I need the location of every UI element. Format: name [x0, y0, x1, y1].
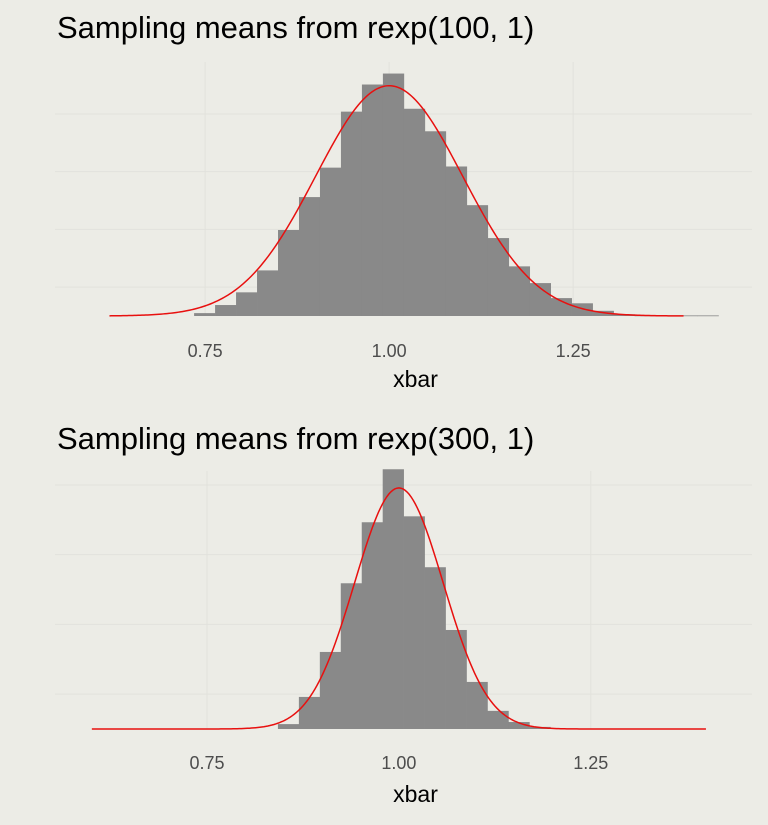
bar	[194, 313, 216, 316]
bar	[445, 629, 467, 729]
bar	[298, 197, 321, 316]
density-curve	[109, 84, 684, 317]
bar	[445, 166, 468, 316]
bar	[361, 84, 384, 316]
density-curve	[91, 487, 706, 730]
chart-title: Sampling means from rexp(100, 1)	[57, 10, 534, 45]
bar	[403, 516, 425, 729]
bar	[697, 315, 719, 317]
x-axis-label: xbar	[393, 781, 438, 807]
bar	[298, 696, 321, 729]
bar	[257, 270, 279, 316]
bar	[508, 266, 531, 316]
bar	[487, 710, 509, 729]
x-axis-label: xbar	[393, 366, 438, 392]
x-tick-label: 1.25	[556, 341, 591, 361]
x-tick-label: 0.75	[189, 753, 224, 773]
bar	[424, 567, 446, 729]
bar	[319, 167, 342, 316]
x-tick-label: 0.75	[188, 341, 223, 361]
bar	[676, 315, 698, 317]
x-tick-label: 1.00	[372, 341, 407, 361]
bar	[466, 681, 488, 729]
x-tick-label: 1.00	[381, 753, 416, 773]
bar	[550, 298, 572, 316]
chart-title: Sampling means from rexp(300, 1)	[57, 421, 534, 456]
bar	[340, 111, 363, 317]
bar	[382, 73, 405, 316]
bar	[403, 108, 426, 316]
bar	[277, 724, 300, 729]
bar	[340, 583, 363, 729]
x-tick-label: 1.25	[573, 753, 608, 773]
bar	[382, 469, 404, 729]
bar	[361, 522, 383, 729]
bar	[487, 238, 510, 316]
bar	[466, 205, 489, 316]
bar	[236, 292, 258, 316]
bar	[278, 229, 300, 316]
bar	[215, 305, 237, 316]
bar	[508, 722, 530, 729]
bar	[424, 131, 447, 316]
bar	[319, 651, 342, 729]
